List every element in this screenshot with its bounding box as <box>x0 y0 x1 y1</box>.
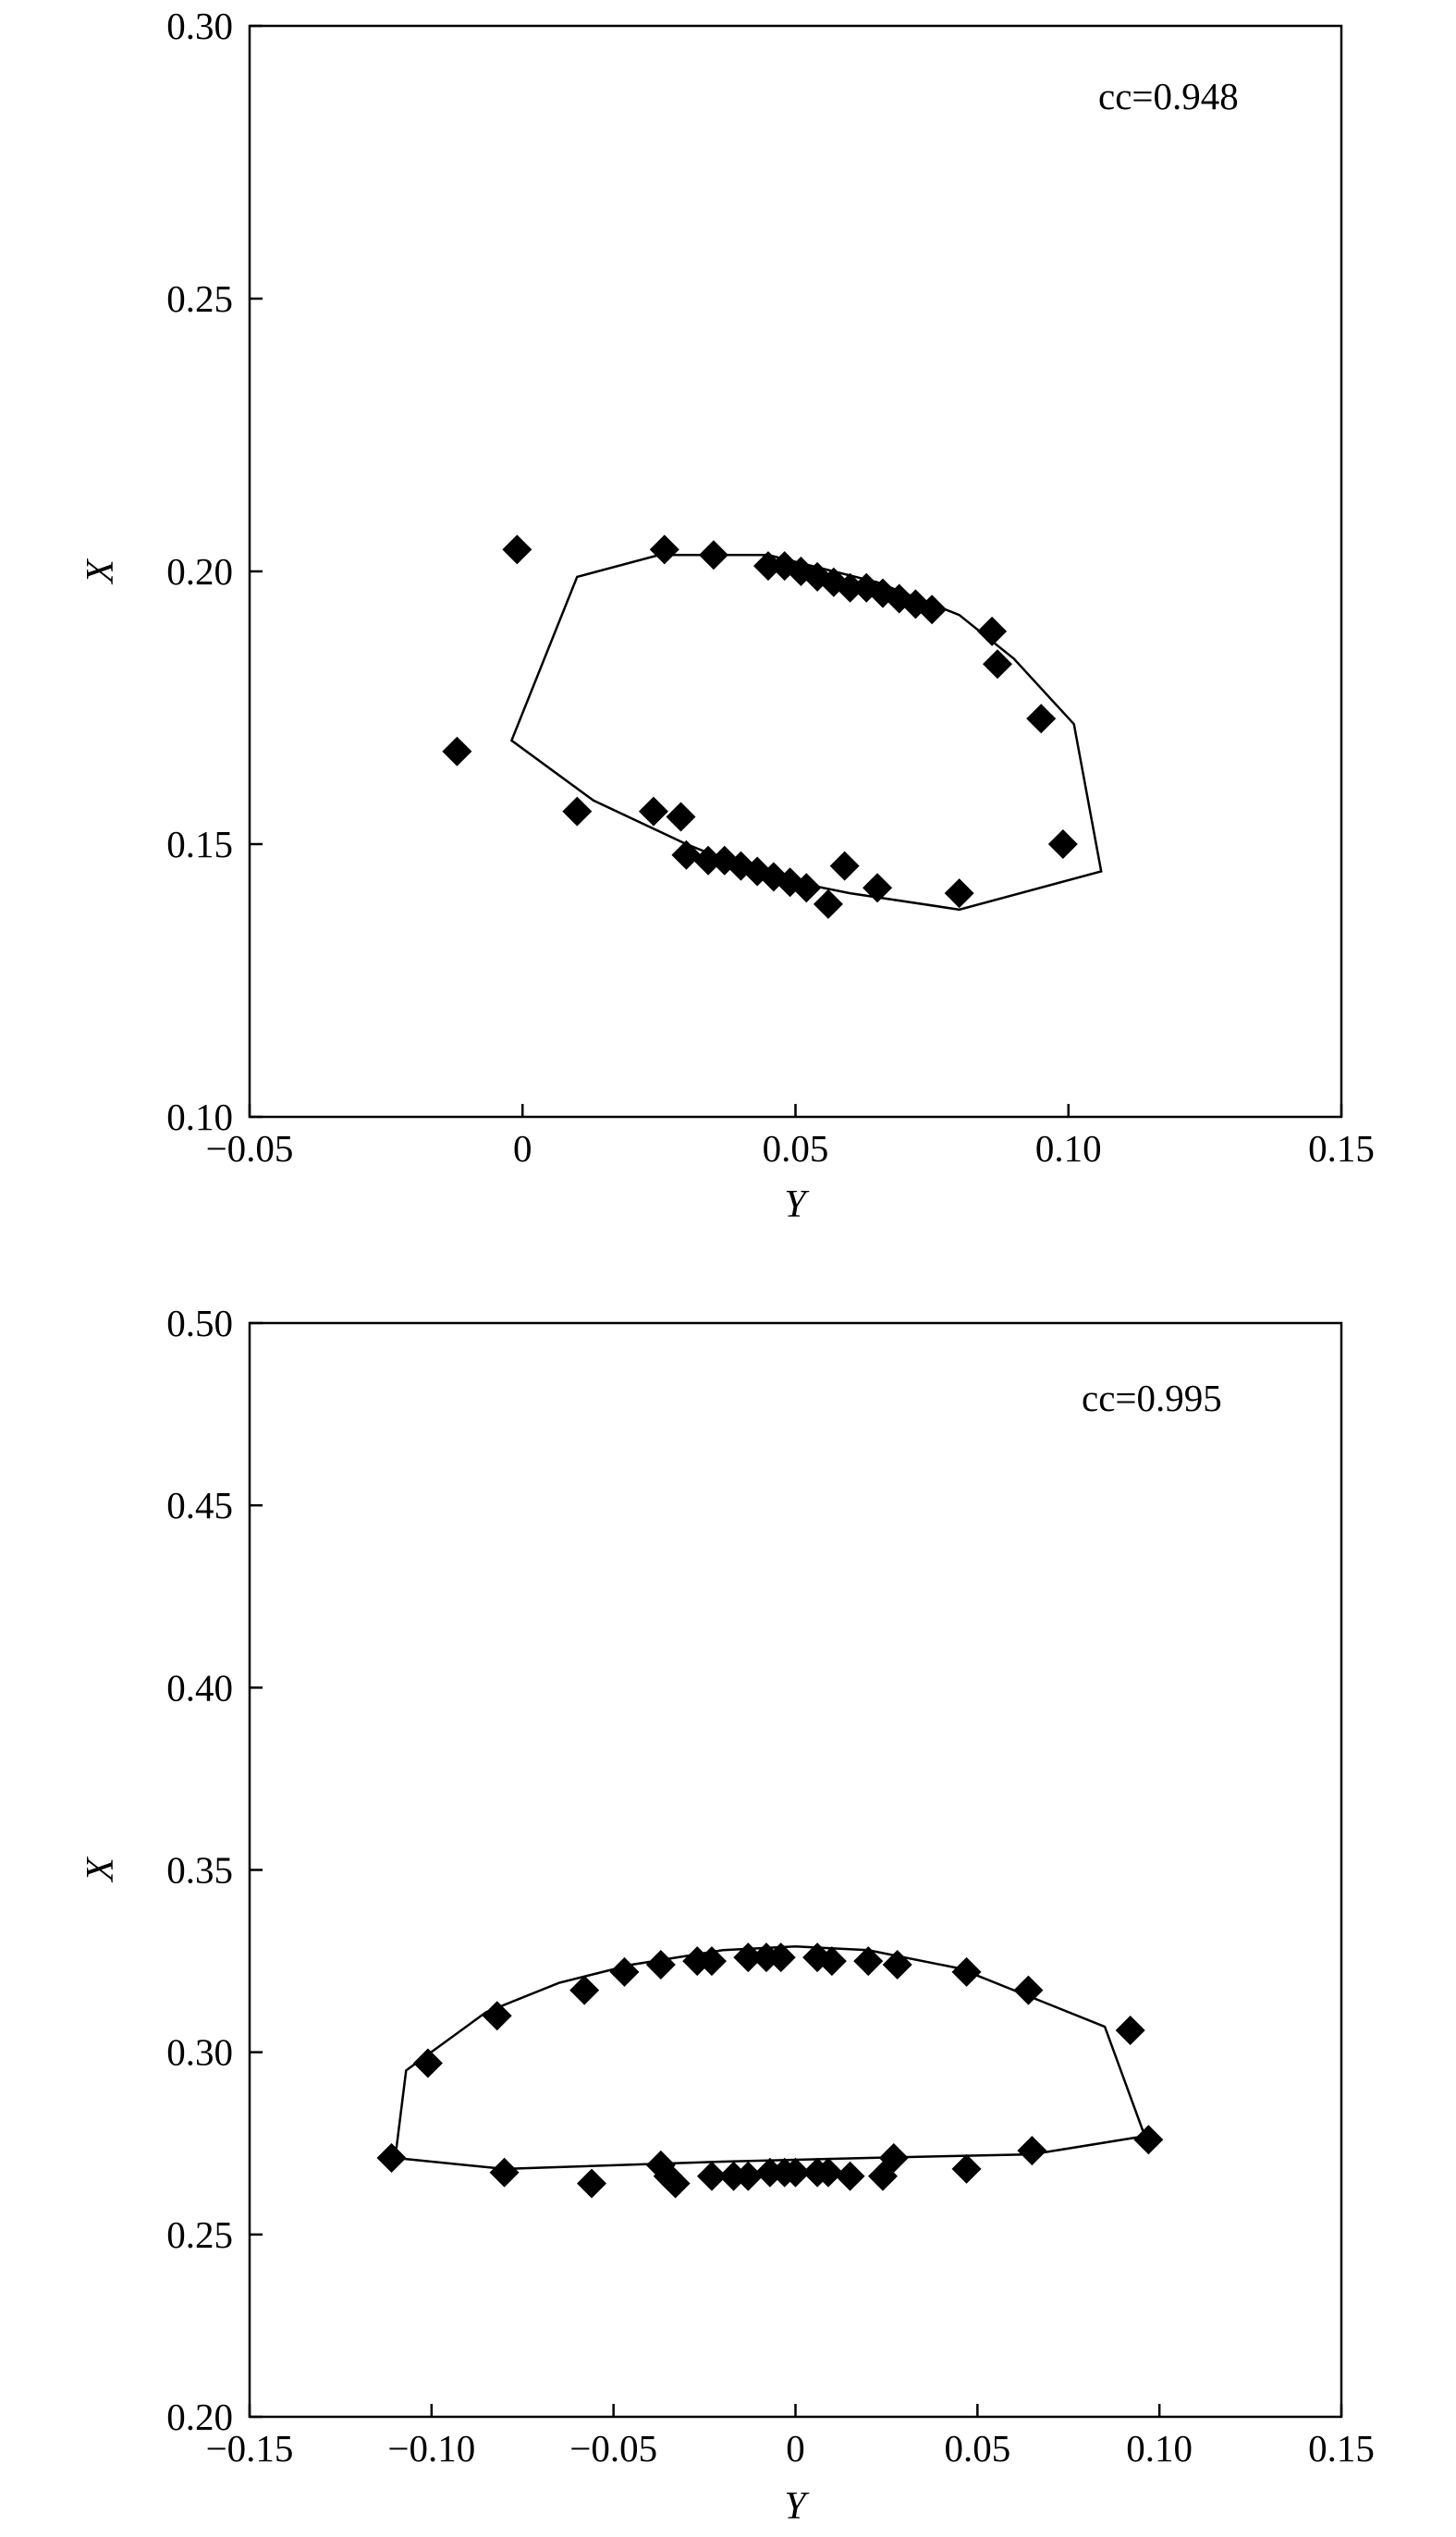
y-tick-label: 0.20 <box>166 550 233 593</box>
data-point <box>609 1956 640 1987</box>
data-point <box>951 2153 982 2184</box>
x-tick-label: −0.15 <box>206 2427 294 2470</box>
data-point <box>944 878 974 909</box>
data-point <box>666 802 696 832</box>
chart-2-x-axis: −0.15 −0.10 −0.05 0 0.05 0.10 0.15 <box>206 2404 1375 2470</box>
data-point <box>489 2157 520 2188</box>
data-point <box>791 873 822 903</box>
data-point <box>1017 2136 1047 2166</box>
data-point <box>780 2157 811 2188</box>
data-point <box>835 572 865 603</box>
chart-1: −0.05 0 0.05 0.10 0.15 0.100.150.200.250.30 … <box>80 5 1375 1226</box>
data-point <box>816 1946 847 1977</box>
data-point <box>853 1946 884 1977</box>
data-point <box>765 1943 796 1973</box>
data-point <box>752 551 783 582</box>
data-point <box>878 2143 909 2174</box>
data-point <box>977 616 1008 646</box>
data-point <box>982 649 1012 680</box>
chart-2-data-points <box>376 1943 1164 2199</box>
data-point <box>917 594 948 625</box>
x-tick-label: −0.05 <box>206 1127 294 1170</box>
data-point <box>412 2048 443 2078</box>
y-tick-label: 0.35 <box>166 1849 233 1892</box>
chart-1-fitted-contour <box>509 554 1103 912</box>
data-point <box>638 796 668 827</box>
data-point <box>813 889 843 919</box>
data-point <box>562 796 593 827</box>
data-point <box>733 1943 764 1973</box>
data-point <box>577 2168 607 2199</box>
chart-1-x-axis: −0.05 0 0.05 0.10 0.15 <box>206 1104 1375 1170</box>
y-tick-label: 0.10 <box>166 1096 233 1138</box>
data-point <box>671 840 702 870</box>
x-tick-label: 0.15 <box>1308 2427 1375 2470</box>
y-tick-label: 0.30 <box>166 2031 233 2074</box>
x-tick-label: 0 <box>786 2427 805 2470</box>
data-point <box>1047 829 1078 859</box>
chart-1-y-axis: 0.10 0.15 0.20 0.25 0.30 <box>166 5 263 1138</box>
data-point <box>835 2161 865 2191</box>
y-tick-label: 0.45 <box>166 1484 233 1526</box>
data-point <box>733 2161 764 2191</box>
data-point <box>502 534 532 565</box>
data-point <box>649 534 679 565</box>
chart-1-annotation: cc=0.948 <box>1098 75 1239 117</box>
contour-line <box>509 554 1103 912</box>
data-point <box>645 1950 676 1980</box>
chart-2-plot-frame <box>248 1321 1343 2419</box>
chart-2: −0.15 −0.10 −0.05 0 0.05 0.10 0.15 0.20 0.25 0.3… <box>80 1302 1375 2528</box>
chart-1-data-points <box>442 534 1078 919</box>
chart-2-x-axis-label: Y <box>784 2485 810 2528</box>
x-tick-label: 0.10 <box>1035 1127 1102 1170</box>
data-point <box>1013 1975 1044 2005</box>
x-tick-label: 0 <box>513 1127 532 1170</box>
chart-1-x-axis-label: Y <box>784 1183 810 1226</box>
chart-2-annotation: cc=0.995 <box>1082 1377 1222 1419</box>
chart-1-y-axis-label: X <box>80 558 122 585</box>
chart-2-y-axis-label: X <box>80 1856 122 1883</box>
y-tick-label: 0.25 <box>166 277 233 320</box>
data-point <box>698 540 728 570</box>
data-point <box>569 1975 600 2005</box>
data-point <box>1115 2016 1145 2046</box>
data-point <box>863 873 893 903</box>
y-tick-label: 0.40 <box>166 1666 233 1709</box>
y-tick-label: 0.15 <box>166 823 233 865</box>
x-tick-label: 0.05 <box>763 1127 829 1170</box>
chart-2-y-axis: 0.20 0.25 0.30 0.35 0.40 0.45 0.50 <box>166 1302 263 2438</box>
data-point <box>696 1946 727 1977</box>
y-tick-label: 0.50 <box>166 1302 233 1344</box>
data-point <box>829 851 860 881</box>
data-point <box>696 2161 727 2191</box>
x-tick-label: 0.15 <box>1308 1127 1375 1170</box>
x-tick-label: 0.05 <box>944 2427 1010 2470</box>
y-tick-label: 0.25 <box>166 2213 233 2256</box>
data-point <box>882 1950 912 1980</box>
data-point <box>376 2143 407 2174</box>
x-tick-label: −0.05 <box>569 2427 657 2470</box>
data-point <box>660 2168 691 2199</box>
y-tick-label: 0.20 <box>166 2396 233 2438</box>
data-point <box>813 2157 843 2188</box>
x-tick-label: 0.10 <box>1126 2427 1193 2470</box>
data-point <box>693 845 724 876</box>
data-point <box>482 2001 512 2031</box>
data-point <box>951 1956 982 1987</box>
x-tick-label: −0.10 <box>387 2427 475 2470</box>
y-tick-label: 0.30 <box>166 5 233 47</box>
data-point <box>1133 2125 1164 2155</box>
data-point <box>1026 704 1057 734</box>
data-point <box>442 736 472 766</box>
